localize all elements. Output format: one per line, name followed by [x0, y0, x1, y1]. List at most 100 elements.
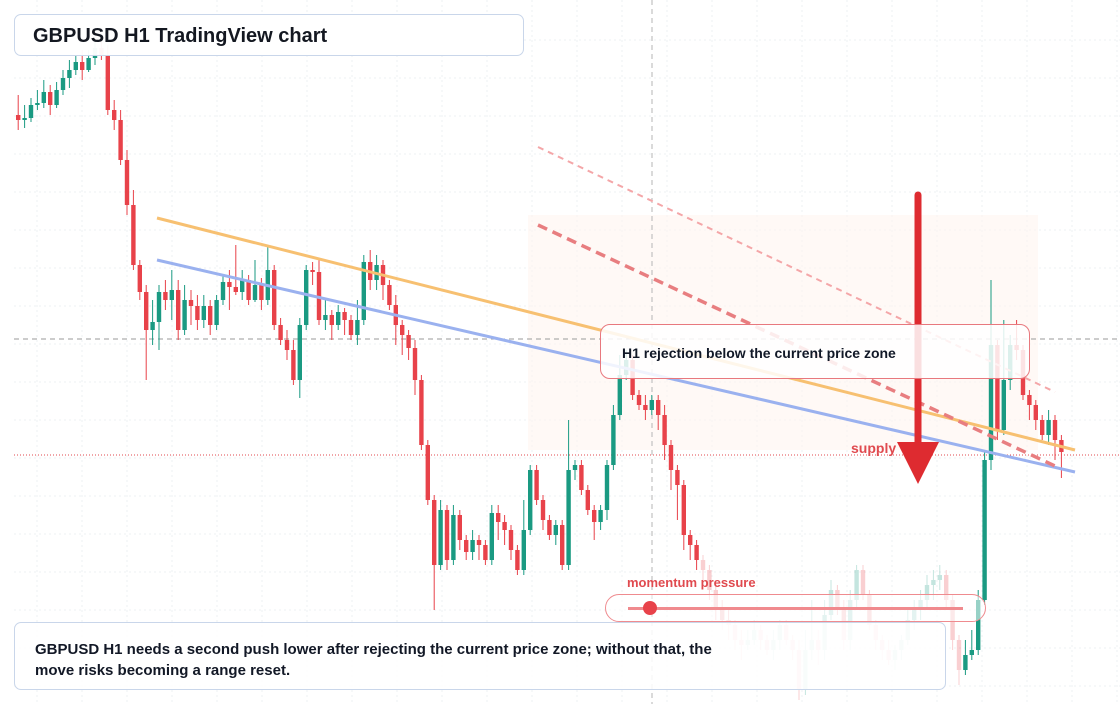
candle[interactable]	[419, 375, 424, 450]
candle[interactable]	[1059, 435, 1064, 478]
candle[interactable]	[297, 318, 302, 398]
candle[interactable]	[240, 270, 245, 300]
candle[interactable]	[316, 260, 322, 325]
candle[interactable]	[201, 295, 206, 328]
candle[interactable]	[214, 295, 219, 330]
candle[interactable]	[598, 505, 603, 530]
candle[interactable]	[969, 630, 974, 660]
candle[interactable]	[470, 530, 475, 560]
candle[interactable]	[361, 255, 366, 325]
candle[interactable]	[406, 330, 411, 360]
candle[interactable]	[649, 395, 654, 415]
candle[interactable]	[937, 565, 942, 590]
momentum-slider[interactable]	[605, 594, 986, 622]
candle[interactable]	[611, 405, 616, 470]
candle[interactable]	[348, 315, 354, 340]
candle[interactable]	[451, 505, 456, 565]
candle[interactable]	[528, 465, 533, 535]
candle[interactable]	[208, 300, 213, 335]
candle[interactable]	[438, 500, 443, 570]
candle[interactable]	[163, 280, 168, 310]
candle[interactable]	[265, 245, 270, 305]
candle[interactable]	[195, 295, 200, 330]
candle[interactable]	[592, 505, 597, 540]
candle[interactable]	[572, 460, 578, 480]
candle[interactable]	[700, 555, 706, 580]
candle[interactable]	[694, 540, 699, 570]
candle[interactable]	[284, 330, 290, 360]
candle[interactable]	[342, 308, 347, 335]
candle[interactable]	[118, 110, 123, 165]
candle[interactable]	[169, 270, 174, 320]
candle[interactable]	[131, 190, 136, 270]
candle[interactable]	[16, 95, 21, 130]
candle[interactable]	[336, 305, 341, 330]
candle[interactable]	[956, 635, 962, 685]
candle[interactable]	[489, 505, 494, 565]
candle[interactable]	[182, 285, 187, 335]
candle[interactable]	[156, 285, 162, 350]
candle[interactable]	[425, 440, 430, 505]
candle[interactable]	[220, 275, 226, 305]
candle[interactable]	[73, 55, 78, 75]
candle[interactable]	[540, 495, 546, 530]
candle[interactable]	[483, 540, 488, 565]
candle[interactable]	[137, 260, 142, 300]
candle[interactable]	[643, 395, 648, 420]
candle[interactable]	[681, 480, 686, 550]
candle[interactable]	[272, 265, 277, 330]
candle[interactable]	[656, 395, 661, 430]
candle[interactable]	[412, 340, 418, 395]
candle[interactable]	[688, 530, 693, 560]
candle[interactable]	[60, 70, 66, 95]
candle[interactable]	[982, 450, 987, 605]
candle[interactable]	[604, 460, 610, 520]
candle[interactable]	[233, 245, 238, 295]
candle[interactable]	[1046, 410, 1051, 445]
candle[interactable]	[464, 535, 469, 560]
candle[interactable]	[150, 300, 155, 345]
candle[interactable]	[547, 515, 552, 540]
candle[interactable]	[54, 82, 59, 108]
candle[interactable]	[310, 262, 315, 285]
candle[interactable]	[560, 520, 565, 570]
candle[interactable]	[188, 290, 194, 325]
candle[interactable]	[534, 465, 539, 505]
candle[interactable]	[48, 85, 53, 115]
candle[interactable]	[566, 420, 571, 570]
candle[interactable]	[585, 485, 590, 515]
candle[interactable]	[1033, 400, 1038, 430]
candle[interactable]	[35, 90, 40, 110]
candle[interactable]	[278, 318, 283, 345]
candle[interactable]	[400, 320, 405, 355]
candle[interactable]	[380, 260, 386, 300]
candle[interactable]	[636, 390, 642, 410]
candle[interactable]	[124, 150, 130, 215]
candle[interactable]	[176, 280, 181, 340]
candle[interactable]	[387, 280, 392, 310]
candle[interactable]	[291, 340, 296, 385]
candle[interactable]	[1040, 415, 1045, 440]
candle[interactable]	[476, 535, 482, 560]
candle[interactable]	[1027, 390, 1032, 420]
candle[interactable]	[304, 265, 309, 330]
candle[interactable]	[521, 500, 526, 575]
candle[interactable]	[28, 98, 34, 122]
candle[interactable]	[662, 405, 667, 460]
candle[interactable]	[144, 285, 149, 380]
candle[interactable]	[393, 295, 398, 345]
candle[interactable]	[329, 310, 334, 340]
candle[interactable]	[323, 300, 328, 330]
candle[interactable]	[105, 45, 110, 115]
candle[interactable]	[112, 100, 117, 130]
candle[interactable]	[675, 465, 680, 520]
candle[interactable]	[432, 495, 437, 610]
candle[interactable]	[553, 520, 558, 545]
candle[interactable]	[22, 105, 27, 128]
candle[interactable]	[444, 505, 450, 570]
candle[interactable]	[67, 60, 72, 88]
candle[interactable]	[515, 545, 520, 575]
candle[interactable]	[502, 515, 507, 545]
candle[interactable]	[579, 460, 584, 495]
candle[interactable]	[457, 510, 462, 550]
